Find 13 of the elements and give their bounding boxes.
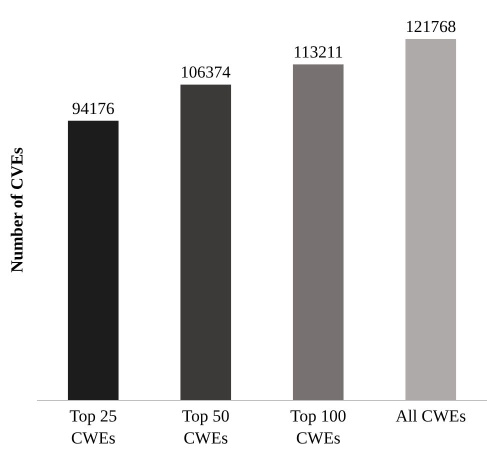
data-label: 113211 (293, 42, 344, 62)
data-label: 106374 (180, 62, 232, 82)
x-tick-label: Top 100 CWEs (290, 406, 346, 448)
y-axis-title: Number of CVEs (8, 146, 27, 273)
x-tick-label: Top 50 CWEs (182, 406, 230, 448)
bar (68, 120, 119, 400)
x-tick-label: All CWEs (396, 406, 466, 426)
x-tick-label: Top 25 CWEs (70, 406, 117, 448)
data-label: 94176 (72, 98, 114, 118)
data-label: 121768 (405, 17, 456, 36)
bar (292, 64, 344, 400)
bar (405, 39, 456, 400)
bar (180, 84, 232, 400)
